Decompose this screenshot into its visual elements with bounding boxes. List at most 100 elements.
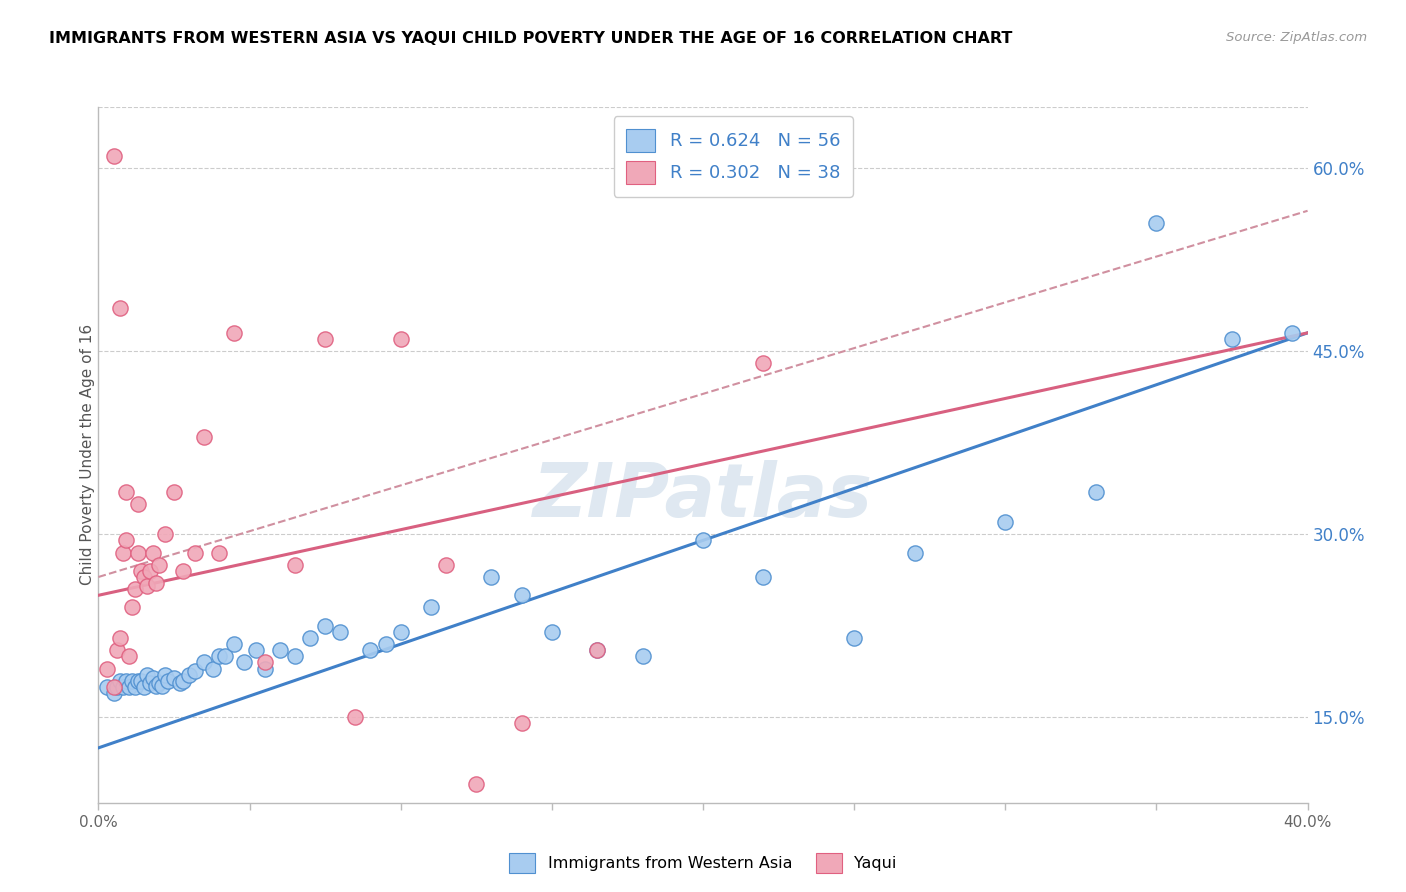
Point bbox=[904, 545, 927, 559]
Point bbox=[586, 643, 609, 657]
Point bbox=[253, 661, 276, 675]
Text: Source: ZipAtlas.com: Source: ZipAtlas.com bbox=[1226, 31, 1367, 45]
Point bbox=[132, 680, 155, 694]
Point bbox=[132, 570, 155, 584]
Point bbox=[103, 686, 125, 700]
Point bbox=[481, 570, 503, 584]
Point bbox=[127, 545, 149, 559]
Point bbox=[118, 680, 141, 694]
Point bbox=[269, 643, 291, 657]
Point bbox=[510, 716, 533, 731]
Legend: R = 0.624   N = 56, R = 0.302   N = 38: R = 0.624 N = 56, R = 0.302 N = 38 bbox=[613, 116, 853, 197]
Point bbox=[163, 484, 186, 499]
Point bbox=[139, 676, 162, 690]
Point bbox=[299, 631, 322, 645]
Point bbox=[434, 558, 457, 572]
Point bbox=[179, 667, 201, 681]
Point bbox=[389, 332, 412, 346]
Point bbox=[586, 643, 609, 657]
Point bbox=[172, 564, 194, 578]
Point bbox=[184, 545, 207, 559]
Point bbox=[631, 649, 654, 664]
Point bbox=[994, 515, 1017, 529]
Point bbox=[135, 578, 157, 592]
Point bbox=[114, 673, 136, 688]
Point bbox=[103, 149, 125, 163]
Legend: Immigrants from Western Asia, Yaqui: Immigrants from Western Asia, Yaqui bbox=[503, 847, 903, 880]
Point bbox=[111, 680, 134, 694]
Point bbox=[224, 326, 246, 340]
Point bbox=[202, 661, 225, 675]
Point bbox=[389, 624, 412, 639]
Point bbox=[114, 533, 136, 548]
Point bbox=[465, 777, 488, 791]
Point bbox=[232, 656, 254, 670]
Point bbox=[1144, 216, 1167, 230]
Point bbox=[208, 649, 231, 664]
Point bbox=[108, 301, 131, 316]
Point bbox=[118, 649, 141, 664]
Point bbox=[752, 570, 775, 584]
Point bbox=[172, 673, 194, 688]
Point bbox=[314, 619, 336, 633]
Point bbox=[145, 576, 167, 591]
Point bbox=[121, 600, 143, 615]
Point bbox=[1220, 332, 1243, 346]
Point bbox=[374, 637, 396, 651]
Y-axis label: Child Poverty Under the Age of 16: Child Poverty Under the Age of 16 bbox=[80, 325, 94, 585]
Point bbox=[692, 533, 714, 548]
Point bbox=[193, 429, 215, 443]
Point bbox=[148, 676, 170, 690]
Point bbox=[510, 588, 533, 602]
Point bbox=[124, 680, 146, 694]
Point bbox=[284, 649, 307, 664]
Point bbox=[360, 643, 382, 657]
Point bbox=[129, 673, 152, 688]
Point bbox=[96, 680, 118, 694]
Point bbox=[844, 631, 866, 645]
Point bbox=[314, 332, 336, 346]
Point bbox=[145, 679, 167, 693]
Point bbox=[153, 527, 176, 541]
Point bbox=[224, 637, 246, 651]
Point bbox=[156, 673, 179, 688]
Point bbox=[208, 545, 231, 559]
Point bbox=[142, 671, 165, 685]
Text: IMMIGRANTS FROM WESTERN ASIA VS YAQUI CHILD POVERTY UNDER THE AGE OF 16 CORRELAT: IMMIGRANTS FROM WESTERN ASIA VS YAQUI CH… bbox=[49, 31, 1012, 46]
Point bbox=[1085, 484, 1108, 499]
Point bbox=[103, 680, 125, 694]
Point bbox=[105, 680, 128, 694]
Point bbox=[108, 673, 131, 688]
Point bbox=[124, 582, 146, 597]
Point bbox=[344, 710, 367, 724]
Point bbox=[184, 664, 207, 678]
Point bbox=[540, 624, 562, 639]
Point bbox=[139, 564, 162, 578]
Text: ZIPatlas: ZIPatlas bbox=[533, 460, 873, 533]
Point bbox=[163, 671, 186, 685]
Point bbox=[127, 673, 149, 688]
Point bbox=[169, 676, 191, 690]
Point bbox=[214, 649, 236, 664]
Point bbox=[420, 600, 443, 615]
Point bbox=[148, 558, 170, 572]
Point bbox=[142, 545, 165, 559]
Point bbox=[752, 356, 775, 370]
Point bbox=[150, 679, 173, 693]
Point bbox=[153, 667, 176, 681]
Point bbox=[127, 497, 149, 511]
Point bbox=[111, 545, 134, 559]
Point bbox=[245, 643, 267, 657]
Point bbox=[284, 558, 307, 572]
Point bbox=[1281, 326, 1303, 340]
Point bbox=[96, 661, 118, 675]
Point bbox=[329, 624, 352, 639]
Point bbox=[193, 656, 215, 670]
Point bbox=[108, 631, 131, 645]
Point bbox=[121, 673, 143, 688]
Point bbox=[135, 667, 157, 681]
Point bbox=[114, 484, 136, 499]
Point bbox=[253, 656, 276, 670]
Point bbox=[105, 643, 128, 657]
Point bbox=[129, 564, 152, 578]
